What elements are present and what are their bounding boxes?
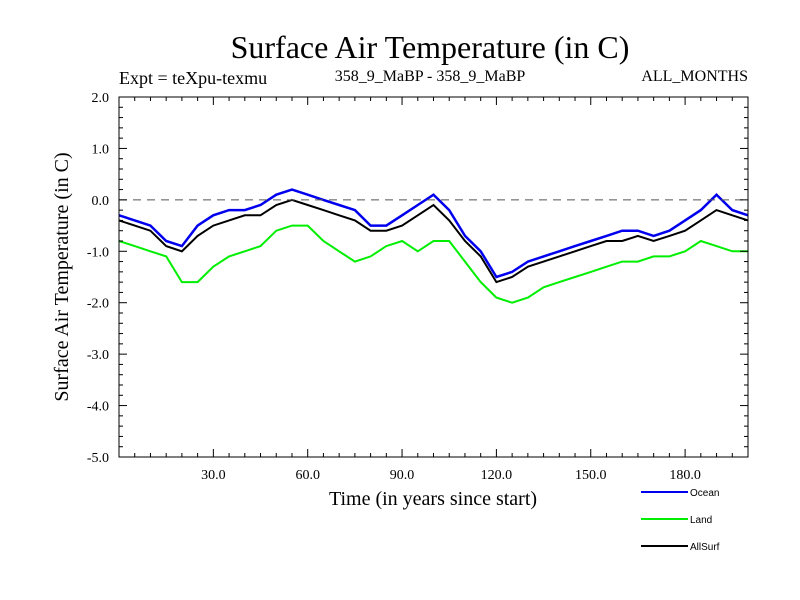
- chart-title: Surface Air Temperature (in C): [231, 29, 630, 65]
- y-tick-label: -1.0: [87, 245, 109, 260]
- subtitle-right: ALL_MONTHS: [641, 68, 748, 85]
- x-tick-label: 180.0: [669, 468, 701, 483]
- legend-label-allsurf: AllSurf: [690, 542, 720, 553]
- y-axis-label: Surface Air Temperature (in C): [51, 152, 73, 401]
- subtitle-center: 358_9_MaBP - 358_9_MaBP: [335, 68, 526, 85]
- y-tick-label: 1.0: [92, 142, 110, 157]
- x-tick-label: 90.0: [390, 468, 415, 483]
- x-tick-label: 60.0: [295, 468, 320, 483]
- y-tick-label: -2.0: [87, 297, 109, 312]
- x-axis-label: Time (in years since start): [329, 488, 537, 510]
- subtitle-left: Expt = teXpu-texmu: [119, 68, 267, 88]
- x-tick-label: 30.0: [201, 468, 226, 483]
- series-layer: [118, 188, 749, 304]
- plot-frame: [118, 96, 749, 458]
- series-allsurf-line: [118, 198, 749, 284]
- series-land-line: [118, 224, 748, 304]
- legend-label-ocean: Ocean: [690, 488, 719, 499]
- axes-layer: 30.0 60.0 90.0 120.0 150.0 180.0 2.0 1.0 0.0 -1.0…: [87, 91, 748, 483]
- legend: Ocean Land AllSurf: [641, 488, 720, 553]
- y-tick-label: -3.0: [87, 348, 109, 363]
- x-tick-label: 150.0: [575, 468, 607, 483]
- series-ocean-line: [118, 188, 749, 279]
- y-tick-label: -5.0: [87, 451, 109, 466]
- y-tick-label: 0.0: [92, 194, 110, 209]
- legend-label-land: Land: [690, 515, 712, 526]
- y-tick-label: 2.0: [92, 91, 110, 106]
- x-tick-label: 120.0: [481, 468, 513, 483]
- y-tick-label: -4.0: [87, 400, 109, 415]
